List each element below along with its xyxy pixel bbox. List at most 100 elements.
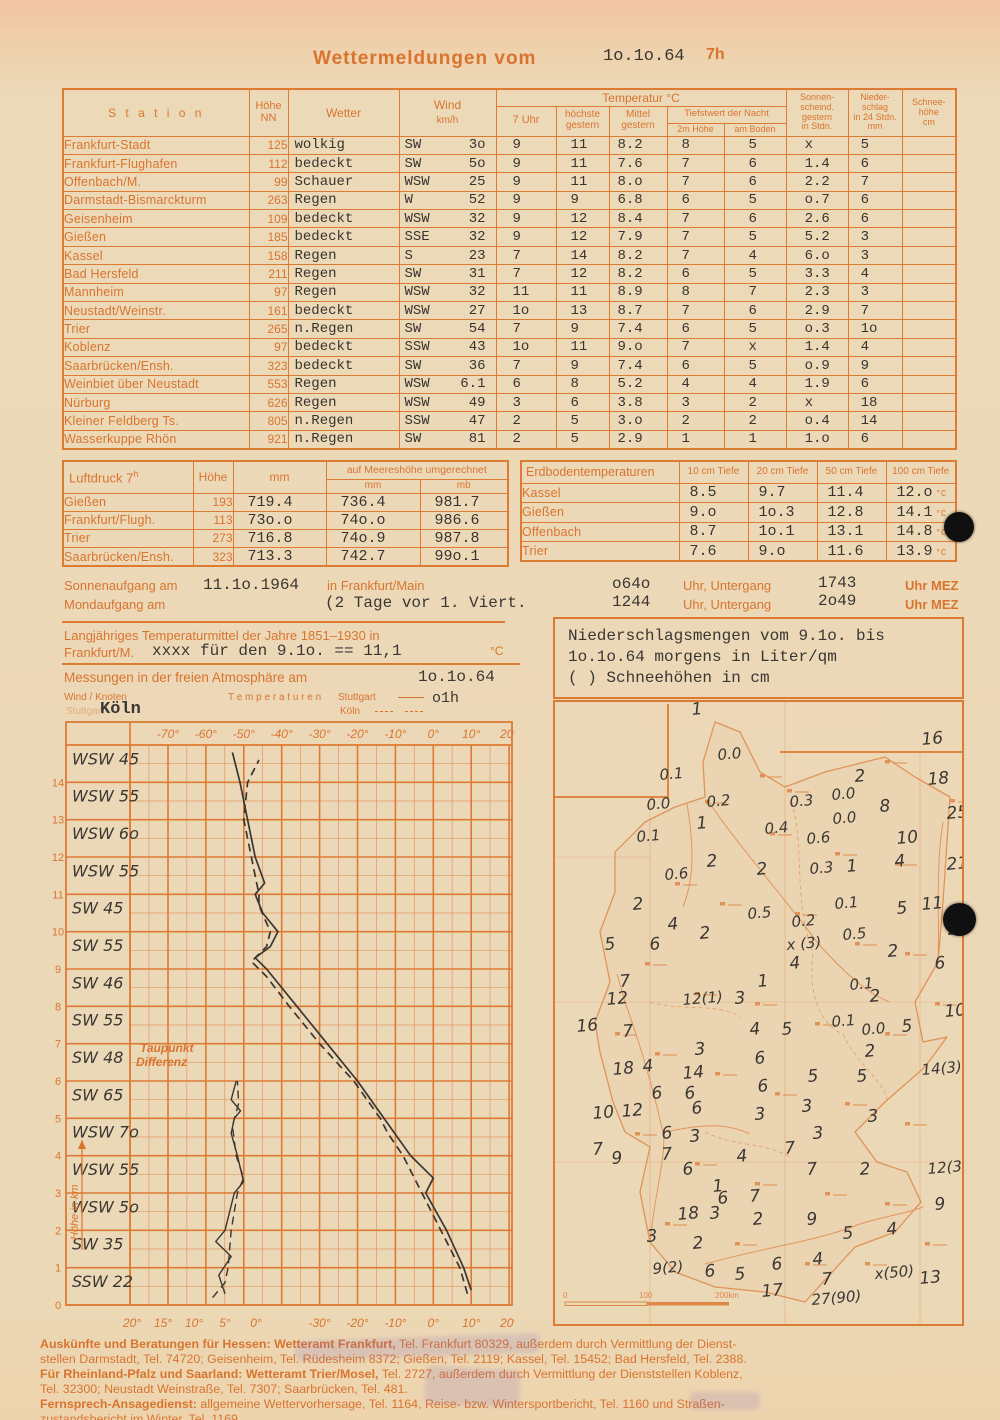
station-name: Offenbach/M. (62, 172, 250, 192)
precip-value: 0.1 (659, 764, 684, 784)
station-hoehe: 323 (192, 547, 234, 567)
wetter-value: n.Regen (287, 411, 400, 431)
cell-value: 6 (847, 209, 903, 229)
col-niederschlag: Nieder- schlag in 24 Stdn. mm (847, 88, 903, 137)
cell-value: 6 (723, 153, 787, 174)
precip-value: 1 (691, 702, 704, 720)
station-name: Bad Hersfeld (62, 264, 250, 284)
precip-value: 0.3 (789, 791, 814, 811)
cell-value: 6 (495, 374, 557, 394)
precip-value: 2 (756, 859, 769, 880)
col-wind: Wind km/h (398, 88, 497, 137)
station-hoehe: 113 (192, 510, 234, 530)
station-name: Koblenz (62, 337, 250, 358)
col-wetter: Wetter (287, 88, 400, 137)
station-name: Wasserkuppe Rhön (62, 429, 250, 450)
divider (62, 663, 520, 665)
cell-value: o.7 (785, 190, 849, 211)
precip-value: 0.0 (646, 794, 671, 814)
svg-text:Taupunkt: Taupunkt (140, 1041, 195, 1055)
precip-value: 2 (887, 941, 900, 962)
precip-value: 4 (812, 1249, 825, 1270)
svg-text:SW 55: SW 55 (72, 1011, 123, 1030)
svg-text:SW 55: SW 55 (72, 936, 123, 955)
wetter-value: bedeckt (287, 301, 400, 321)
col-tiefe: 10 cm Tiefe (678, 460, 749, 484)
wetter-value: bedeckt (287, 356, 400, 376)
cell-value: 1 (666, 429, 725, 450)
station-row: Trier 265 n.Regen SW 54 7 9 7.4 6 5 o.3 1o (62, 319, 957, 339)
mittel-value: xxxx für den 9.1o. == 11,1 (152, 642, 402, 660)
precip-value: 13 (919, 1267, 942, 1289)
precip-value: 0.0 (717, 744, 742, 764)
station-name: Saarbrücken/Ensh. (62, 356, 250, 376)
series-Köln Taupunkt-Differenz (214, 1080, 245, 1295)
svg-text:5°: 5° (219, 1316, 231, 1330)
precip-value: x (3) (785, 933, 822, 954)
precip-value: 2 (632, 894, 645, 915)
station-hoehe: 185 (248, 227, 289, 247)
pressure-value: 99o.1 (419, 547, 509, 567)
cell-value: 6 (666, 190, 725, 211)
cell-value: 8 (666, 135, 725, 155)
precip-value: 3 (867, 1106, 880, 1127)
precip-value: 6 (691, 1098, 704, 1119)
footer-line: Fernsprech-Ansagedienst: allgemeine Wett… (40, 1397, 725, 1411)
cell-value (901, 264, 957, 284)
cell-value: 9 (495, 227, 557, 247)
station-row: Nürburg 626 Regen WSW 49 3 6 3.8 3 2 x 18 (62, 392, 957, 413)
koeln-label: Köln (340, 706, 361, 717)
precip-value: 6 (682, 1159, 695, 1180)
precip-value: 4 (736, 1146, 749, 1167)
svg-text:20°: 20° (499, 1316, 515, 1330)
cell-value: 2 (723, 392, 787, 413)
precip-value: 6 (771, 1254, 784, 1275)
svg-text:1: 1 (55, 1263, 61, 1275)
precip-value: 1 (696, 813, 709, 834)
cell-value: 13 (555, 301, 610, 321)
wind-value: SSW 47 (398, 411, 497, 431)
precip-value: 5 (856, 1066, 869, 1087)
cell-value: 6 (723, 172, 787, 192)
moon-note: (2 Tage vor 1. Viert. (325, 594, 527, 612)
pressure-value: 74o.9 (325, 528, 421, 549)
station-name: Trier (62, 528, 194, 549)
precip-value: 7 (622, 1021, 635, 1042)
svg-text:SW 46: SW 46 (72, 973, 123, 992)
cell-value: 8.2 (608, 264, 668, 284)
svg-text:12: 12 (52, 852, 64, 864)
precip-value: 4 (789, 953, 802, 974)
footer-info: Auskünfte und Beratungen für Hessen: Wet… (40, 1337, 970, 1420)
cell-value: 7 (495, 356, 557, 376)
svg-text:SW 48: SW 48 (72, 1048, 123, 1067)
wind-value: S 23 (398, 245, 497, 266)
wind-value: SW 36 (398, 356, 497, 376)
cell-value (901, 172, 957, 192)
svg-text:13: 13 (52, 815, 64, 827)
svg-text:10°: 10° (185, 1316, 203, 1330)
svg-text:WSW 6o: WSW 6o (72, 824, 139, 843)
cell-value: 5 (723, 264, 787, 284)
station-row: Bad Hersfeld 211 Regen SW 31 7 12 8.2 6 5 3.3 4 (62, 264, 957, 284)
cell-value (901, 190, 957, 211)
cell-value: 5 (555, 429, 610, 450)
erdboden-row: Trier 7.6 9.o 11.6 13.9 °C (520, 541, 957, 562)
station-row: Saarbrücken/Ensh. 323 bedeckt SW 36 7 9 7.4 6 5 o.… (62, 356, 957, 376)
cell-value: 4 (723, 245, 787, 266)
cell-value: 7 (666, 227, 725, 247)
erdboden-table: Erdbodentemperaturen 10 cm Tiefe 20 cm Tie… (520, 460, 957, 563)
station-row: Mannheim 97 Regen WSW 32 11 11 8.9 8 7 2.3 3 (62, 282, 957, 303)
soil-temp-value: 9.o (678, 502, 749, 523)
footer-line: Für Rheinland-Pfalz und Saarland: Wetter… (40, 1367, 743, 1381)
precip-value: 4 (749, 1019, 762, 1040)
precip-value: 6 (649, 934, 662, 955)
precip-value: 0.1 (849, 974, 874, 994)
svg-text:10°: 10° (462, 727, 480, 741)
precip-value: 2 (869, 986, 882, 1007)
stations-table: S t a t i o n Höhe NN Wetter Wind km/h Temper… (62, 88, 958, 450)
svg-text:0°: 0° (428, 1316, 440, 1330)
erdboden-row: Gießen 9.o 1o.3 12.8 14.1 °C (520, 502, 957, 523)
precip-value: 14(3) (921, 1058, 962, 1079)
precip-value: 16 (576, 1015, 599, 1037)
